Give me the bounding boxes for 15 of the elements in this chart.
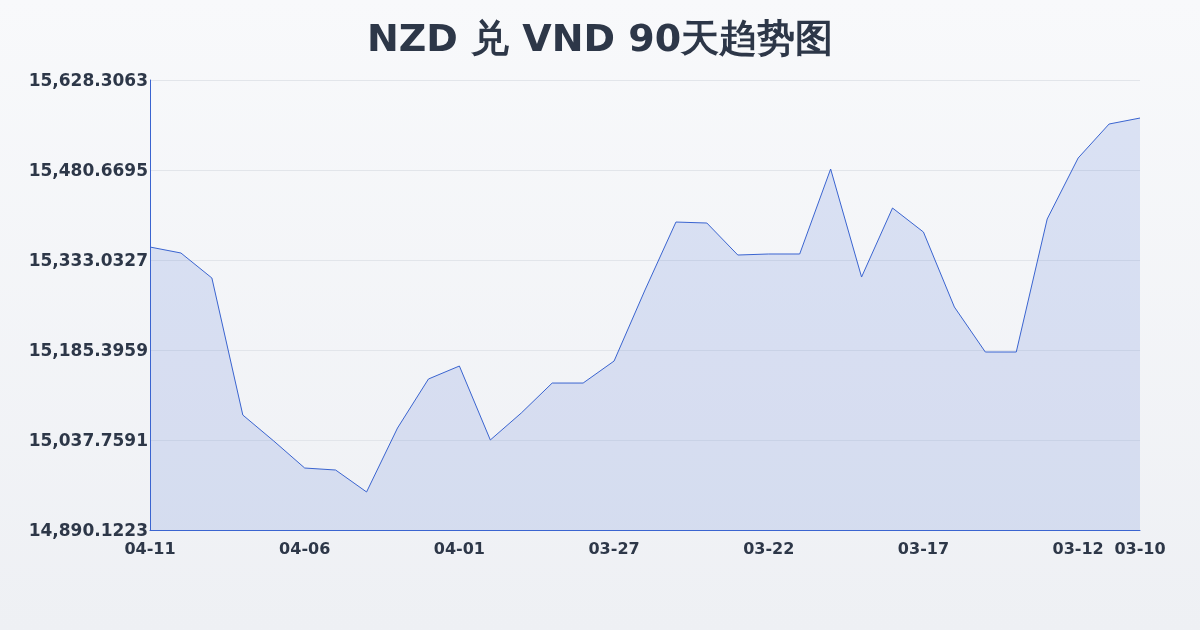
y-tick-label: 15,480.6695	[28, 160, 148, 180]
y-tick-label: 15,333.0327	[28, 250, 148, 270]
x-tick-label: 03-17	[897, 538, 950, 558]
x-tick-label: 03-10	[1114, 538, 1166, 558]
x-tick-label: 03-27	[588, 538, 640, 558]
x-tick-label: 04-01	[433, 538, 485, 558]
x-tick-label: 04-06	[279, 538, 331, 558]
x-tick-label: 03-22	[743, 538, 795, 558]
y-tick-label: 15,628.3063	[28, 70, 148, 90]
x-tick-label: 03-12	[1052, 538, 1104, 558]
y-tick-label: 15,185.3959	[28, 340, 148, 360]
y-tick-label: 15,037.7591	[28, 430, 148, 450]
x-tick-label: 04-11	[124, 538, 176, 558]
y-tick-label: 14,890.1223	[28, 520, 148, 540]
chart-title: NZD 兑 VND 90天趋势图	[366, 16, 834, 60]
